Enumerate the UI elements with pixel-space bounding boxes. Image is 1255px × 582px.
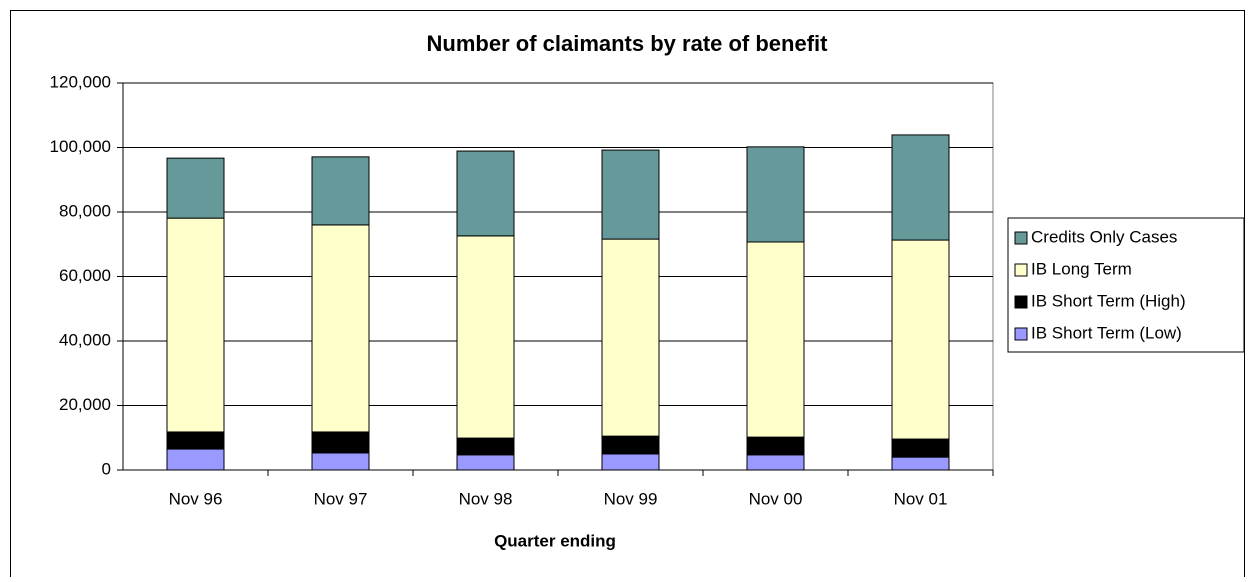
y-tick-label: 40,000 <box>59 330 111 349</box>
bar-segment <box>456 437 515 456</box>
legend-box <box>1007 217 1245 353</box>
legend-label: IB Short Term (Low) <box>1031 323 1182 342</box>
bar-segment <box>746 146 805 243</box>
bar-segment <box>166 217 225 433</box>
legend-swatch <box>1014 327 1028 341</box>
bar-segment <box>601 435 660 455</box>
legend-swatch <box>1014 263 1028 277</box>
bar-segment <box>746 436 805 456</box>
y-tick-label: 0 <box>102 459 111 478</box>
bar-segment <box>891 134 950 241</box>
bar-segment <box>166 448 225 471</box>
y-tick-label: 100,000 <box>50 137 111 156</box>
bar-segment <box>601 149 660 240</box>
legend-label: IB Long Term <box>1031 259 1132 278</box>
bar-segment <box>311 452 370 471</box>
x-tick-label: Nov 96 <box>169 489 223 508</box>
y-tick-label: 20,000 <box>59 395 111 414</box>
chart-title: Number of claimants by rate of benefit <box>427 31 829 56</box>
x-tick-label: Nov 01 <box>894 489 948 508</box>
legend-label: Credits Only Cases <box>1031 227 1177 246</box>
bar-segment <box>166 157 225 219</box>
bar-segment <box>891 456 950 471</box>
x-tick-label: Nov 99 <box>604 489 658 508</box>
x-axis-title: Quarter ending <box>494 531 616 550</box>
legend-swatch <box>1014 231 1028 245</box>
bar-segment <box>456 235 515 439</box>
bar-segment <box>311 431 370 454</box>
bar-segment <box>891 438 950 458</box>
bar-segment <box>166 431 225 450</box>
legend-swatch <box>1014 295 1028 309</box>
y-tick-label: 60,000 <box>59 266 111 285</box>
x-tick-label: Nov 00 <box>749 489 803 508</box>
bar-segment <box>311 224 370 433</box>
legend-label: IB Short Term (High) <box>1031 291 1186 310</box>
bar-segment <box>891 239 950 440</box>
y-tick-label: 80,000 <box>59 201 111 220</box>
y-tick-label: 120,000 <box>50 72 111 91</box>
bar-segment <box>311 156 370 226</box>
bar-segment <box>601 238 660 437</box>
bar-segment <box>746 454 805 471</box>
bar-segment <box>601 453 660 471</box>
bar-segment <box>746 241 805 438</box>
bar-segment <box>456 150 515 237</box>
bar-segment <box>456 454 515 471</box>
x-tick-label: Nov 98 <box>459 489 513 508</box>
x-tick-label: Nov 97 <box>314 489 368 508</box>
